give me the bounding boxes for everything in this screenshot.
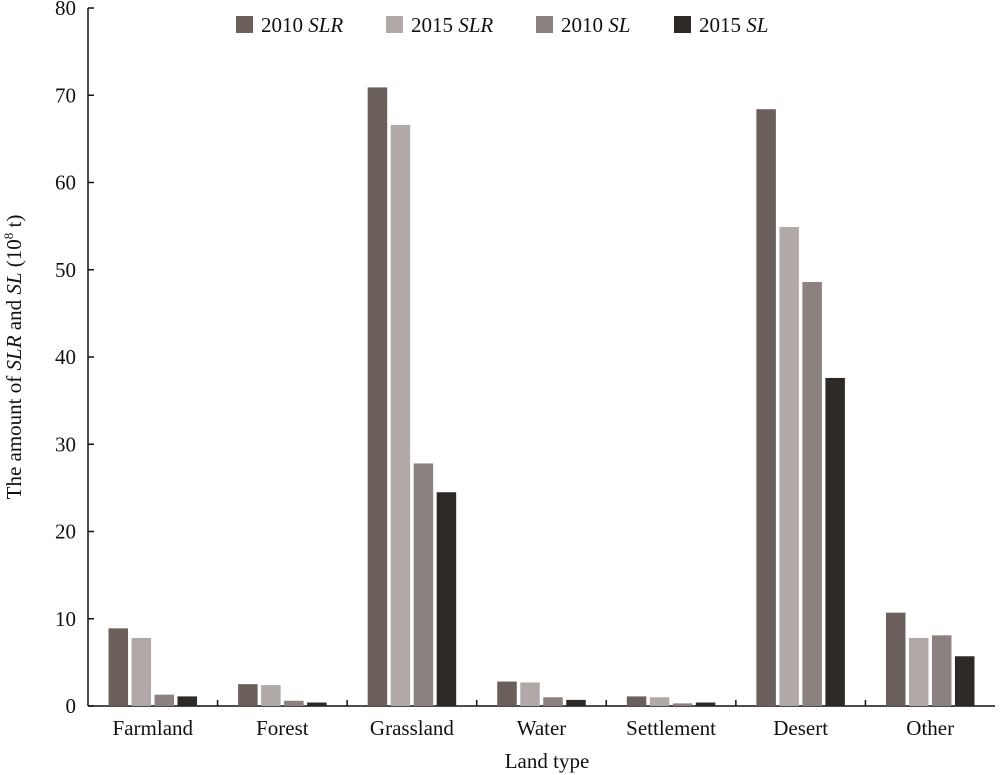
y-axis-title-unit-open: (10 <box>2 239 26 272</box>
y-axis-title-unit-sup: 8 <box>1 233 16 240</box>
bar <box>367 87 388 706</box>
y-axis-title-prefix: The amount of <box>2 370 26 499</box>
legend-label: 2015 SLR <box>411 13 493 37</box>
y-axis-title-var2: SL <box>2 272 26 294</box>
bar <box>131 637 152 706</box>
bars <box>108 87 975 707</box>
y-axis-title-mid: and <box>2 295 26 336</box>
x-axis-title: Land type <box>505 749 590 773</box>
y-tick-label: 0 <box>66 694 77 718</box>
y-tick-label: 60 <box>55 171 76 195</box>
x-tick-label: Grassland <box>370 716 454 740</box>
bar <box>672 703 693 706</box>
x-tick-label: Forest <box>256 716 309 740</box>
legend-swatch <box>536 16 553 33</box>
bar <box>779 226 799 706</box>
bar <box>954 656 975 706</box>
x-tick-label: Farmland <box>113 716 194 740</box>
legend-label-year: 2010 <box>561 13 608 37</box>
legend-label-var: SL <box>746 13 768 37</box>
legend-label: 2015 SL <box>699 13 768 37</box>
x-tick-label: Settlement <box>626 716 716 740</box>
bar <box>649 697 670 706</box>
legend-label: 2010 SL <box>561 13 630 37</box>
x-tick-label: Other <box>906 716 954 740</box>
bar <box>802 281 822 706</box>
bar <box>390 124 411 707</box>
bar <box>108 628 129 706</box>
y-tick-label: 10 <box>55 607 76 631</box>
x-tick-label: Desert <box>773 716 828 740</box>
bar <box>177 696 198 706</box>
bar <box>695 702 716 706</box>
bar <box>307 702 327 706</box>
bar <box>626 696 647 706</box>
legend-label-year: 2015 <box>411 13 458 37</box>
bar <box>885 612 906 706</box>
bar <box>756 109 776 706</box>
legend-label: 2010 SLR <box>261 13 343 37</box>
y-tick-label: 50 <box>55 258 76 282</box>
legend-label-var: SLR <box>458 13 493 37</box>
y-tick-label: 70 <box>55 83 76 107</box>
bar <box>284 700 304 706</box>
legend-label-var: SL <box>608 13 630 37</box>
bar <box>520 682 540 706</box>
bar <box>154 694 175 706</box>
bar <box>238 684 258 706</box>
bar <box>566 699 586 706</box>
x-tick-label: Water <box>517 716 567 740</box>
legend-swatch <box>674 16 691 33</box>
bar <box>825 377 845 706</box>
legend-label-year: 2015 <box>699 13 746 37</box>
legend-label-var: SLR <box>308 13 343 37</box>
y-tick-label: 30 <box>55 432 76 456</box>
legend-swatch <box>236 16 253 33</box>
bar <box>931 635 952 706</box>
legend-swatch <box>386 16 403 33</box>
y-ticks: 0 10 20 30 40 50 60 70 80 <box>55 0 94 718</box>
bar <box>261 685 281 706</box>
bar <box>436 492 457 706</box>
legend-label-year: 2010 <box>261 13 308 37</box>
bar <box>543 697 563 706</box>
bar <box>908 637 929 706</box>
y-axis-title-unit-close: t) <box>2 215 26 233</box>
bar <box>413 463 434 706</box>
x-ticks: Farmland Forest Grassland Water Settlement De… <box>113 700 954 740</box>
y-tick-label: 80 <box>55 0 76 20</box>
legend: 2010 SLR 2015 SLR 2010 SL 2015 SL <box>236 13 768 37</box>
y-tick-label: 20 <box>55 520 76 544</box>
bar <box>497 681 517 706</box>
y-axis-title-var1: SLR <box>2 335 26 370</box>
y-tick-label: 40 <box>55 345 76 369</box>
axes <box>87 8 995 707</box>
y-axis-title: The amount of SLR and SL (108 t) <box>1 215 26 500</box>
